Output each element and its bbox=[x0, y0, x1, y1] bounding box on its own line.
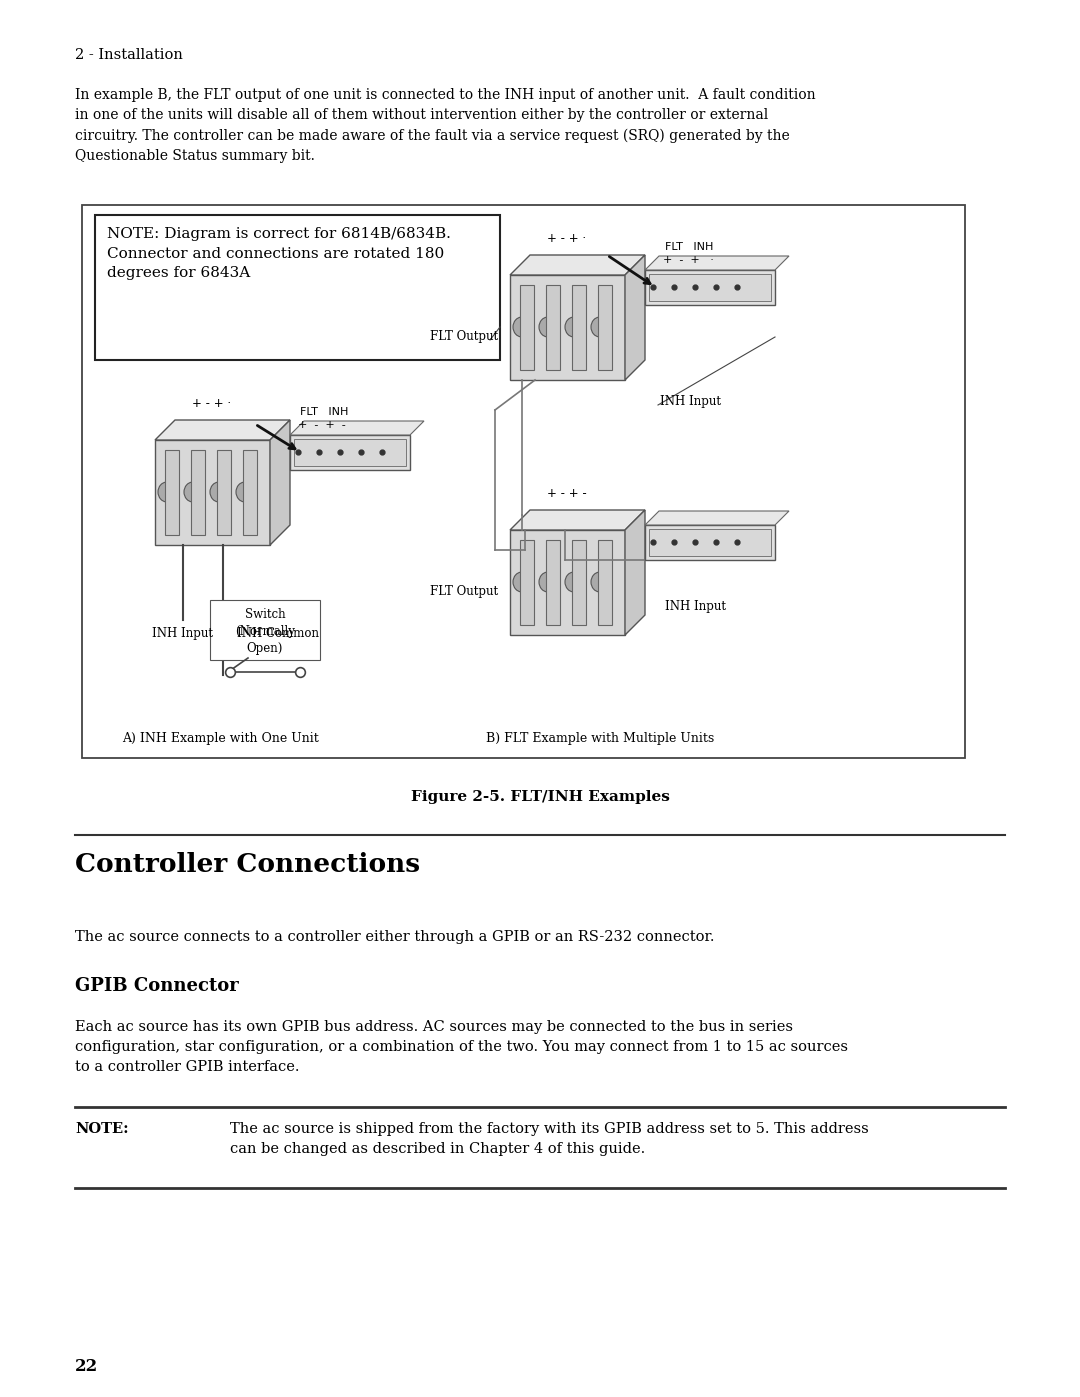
Ellipse shape bbox=[539, 571, 557, 592]
Text: 2 - Installation: 2 - Installation bbox=[75, 47, 183, 61]
Bar bbox=[598, 285, 612, 370]
Bar bbox=[510, 275, 625, 380]
Text: INH Input: INH Input bbox=[152, 627, 214, 640]
Bar bbox=[243, 450, 257, 535]
Text: Each ac source has its own GPIB bus address. AC sources may be connected to the : Each ac source has its own GPIB bus addr… bbox=[75, 1020, 848, 1074]
Bar bbox=[546, 285, 561, 370]
Text: FLT Output: FLT Output bbox=[430, 330, 498, 344]
Bar bbox=[649, 274, 771, 300]
Text: 22: 22 bbox=[75, 1358, 98, 1375]
Polygon shape bbox=[645, 256, 789, 270]
Text: +  -  +  -: + - + - bbox=[298, 420, 346, 430]
Text: NOTE:: NOTE: bbox=[75, 1122, 129, 1136]
Polygon shape bbox=[156, 420, 291, 440]
Bar bbox=[210, 599, 320, 659]
Polygon shape bbox=[270, 420, 291, 545]
Text: + - + -: + - + - bbox=[548, 488, 586, 500]
Text: + - + ·: + - + · bbox=[548, 232, 586, 244]
Text: + - + ·: + - + · bbox=[192, 397, 231, 409]
Ellipse shape bbox=[513, 317, 531, 337]
Polygon shape bbox=[625, 510, 645, 636]
Text: Figure 2-5. FLT/INH Examples: Figure 2-5. FLT/INH Examples bbox=[410, 789, 670, 805]
Bar bbox=[291, 434, 410, 469]
Bar bbox=[217, 450, 231, 535]
Bar bbox=[95, 215, 500, 360]
Ellipse shape bbox=[184, 482, 202, 502]
Bar bbox=[510, 529, 625, 636]
Text: The ac source is shipped from the factory with its GPIB address set to 5. This a: The ac source is shipped from the factor… bbox=[230, 1122, 868, 1157]
Text: Controller Connections: Controller Connections bbox=[75, 852, 420, 877]
Text: Switch
(Normally
Open): Switch (Normally Open) bbox=[235, 608, 295, 655]
Bar bbox=[156, 440, 270, 545]
Bar bbox=[165, 450, 179, 535]
Text: INH Input: INH Input bbox=[665, 599, 726, 613]
Text: The ac source connects to a controller either through a GPIB or an RS-232 connec: The ac source connects to a controller e… bbox=[75, 930, 715, 944]
Polygon shape bbox=[510, 510, 645, 529]
Polygon shape bbox=[291, 420, 424, 434]
Ellipse shape bbox=[591, 571, 609, 592]
Text: NOTE: Diagram is correct for 6814B/6834B.
Connector and connections are rotated : NOTE: Diagram is correct for 6814B/6834B… bbox=[107, 226, 450, 279]
Bar bbox=[546, 541, 561, 624]
Bar bbox=[519, 285, 534, 370]
Ellipse shape bbox=[565, 571, 583, 592]
Text: INH Common: INH Common bbox=[237, 627, 319, 640]
Ellipse shape bbox=[513, 571, 531, 592]
Polygon shape bbox=[645, 511, 789, 525]
Ellipse shape bbox=[539, 317, 557, 337]
Text: B) FLT Example with Multiple Units: B) FLT Example with Multiple Units bbox=[486, 732, 714, 745]
Text: INH Input: INH Input bbox=[660, 395, 721, 408]
Polygon shape bbox=[625, 256, 645, 380]
Ellipse shape bbox=[237, 482, 254, 502]
Bar bbox=[645, 525, 775, 560]
Bar bbox=[572, 285, 586, 370]
Polygon shape bbox=[510, 256, 645, 275]
Bar bbox=[649, 529, 771, 556]
Ellipse shape bbox=[210, 482, 228, 502]
Ellipse shape bbox=[591, 317, 609, 337]
Bar bbox=[519, 541, 534, 624]
Bar bbox=[598, 541, 612, 624]
Text: FLT   INH: FLT INH bbox=[300, 407, 349, 416]
Text: FLT   INH: FLT INH bbox=[665, 242, 714, 251]
Text: In example B, the FLT output of one unit is connected to the INH input of anothe: In example B, the FLT output of one unit… bbox=[75, 88, 815, 163]
Bar bbox=[572, 541, 586, 624]
Text: +  -  +   ·: + - + · bbox=[663, 256, 714, 265]
Bar bbox=[645, 270, 775, 305]
Ellipse shape bbox=[565, 317, 583, 337]
Bar bbox=[191, 450, 205, 535]
Ellipse shape bbox=[158, 482, 176, 502]
Text: A) INH Example with One Unit: A) INH Example with One Unit bbox=[122, 732, 319, 745]
Text: FLT Output: FLT Output bbox=[430, 585, 498, 598]
Bar bbox=[82, 205, 966, 759]
Text: GPIB Connector: GPIB Connector bbox=[75, 977, 239, 995]
Bar bbox=[294, 439, 406, 467]
